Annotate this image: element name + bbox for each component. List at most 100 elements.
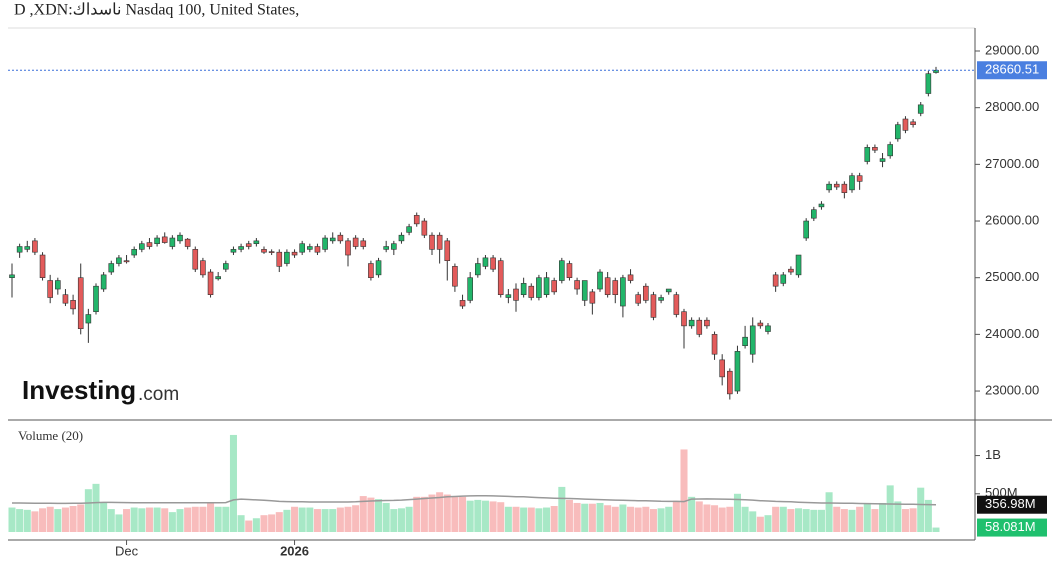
volume-bar <box>856 506 864 532</box>
volume-bar <box>703 504 711 532</box>
candle-body <box>184 238 191 247</box>
volume-bar <box>741 506 749 532</box>
volume-bar <box>367 497 375 532</box>
candle-body <box>413 215 420 225</box>
volume-bar <box>191 506 199 532</box>
candle-body <box>780 274 787 284</box>
candle-body <box>200 260 206 276</box>
candle-body <box>307 246 313 250</box>
volume-bar <box>627 506 635 532</box>
volume-bar <box>390 509 398 532</box>
volume-bar <box>527 507 535 532</box>
volume-bar <box>711 505 719 532</box>
volume-bar <box>168 512 176 532</box>
volume-bar <box>413 496 421 532</box>
candle-body <box>895 124 901 140</box>
volume-bar <box>917 487 925 532</box>
candle-body <box>9 274 15 278</box>
volume-bar <box>100 502 108 532</box>
candle-body <box>749 325 756 355</box>
volume-bar <box>268 514 276 532</box>
candle-body <box>93 285 99 312</box>
volume-bar <box>321 509 329 532</box>
volume-bar <box>749 511 757 532</box>
candle-body <box>207 271 214 295</box>
volume-tag-label: 356.98M <box>985 496 1036 511</box>
volume-tick-label: 1B <box>985 447 1001 462</box>
volume-bar <box>153 507 161 532</box>
candle-body <box>658 297 664 301</box>
volume-bar <box>810 509 818 532</box>
volume-bar <box>352 505 360 532</box>
volume-bar <box>611 506 619 532</box>
volume-bar <box>31 511 39 532</box>
volume-bar <box>459 496 467 532</box>
candle-body <box>161 236 168 243</box>
volume-bar <box>306 507 314 532</box>
y-tick-label: 28000.00 <box>985 99 1039 114</box>
volume-tag <box>977 518 1047 537</box>
volume-bar <box>512 506 520 532</box>
volume-bar <box>138 508 146 532</box>
candle-body <box>459 300 466 307</box>
volume-bar <box>329 509 337 532</box>
volume-bar <box>596 502 604 532</box>
volume-bar <box>237 515 245 532</box>
volume-bar <box>726 506 734 532</box>
volume-bar <box>779 506 787 532</box>
volume-bar <box>795 508 803 532</box>
candle-body <box>543 277 550 295</box>
volume-bar <box>451 496 459 532</box>
candle-body <box>917 104 924 114</box>
volume-bar <box>825 492 833 532</box>
candle-body <box>345 240 351 256</box>
volume-bar <box>199 506 207 532</box>
candle-body <box>284 251 290 264</box>
candle-body <box>818 203 825 208</box>
candle-body <box>734 351 741 392</box>
candle-body <box>490 257 496 270</box>
candle-body <box>482 257 489 267</box>
volume-bar <box>817 509 825 532</box>
candle-body <box>146 242 153 247</box>
candle-body <box>261 249 267 253</box>
candle-body <box>32 240 38 253</box>
volume-bar <box>54 509 62 532</box>
watermark-suffix: .com <box>138 384 179 405</box>
volume-bar <box>298 507 306 532</box>
candle-body <box>85 314 92 324</box>
volume-bar <box>207 502 215 532</box>
candle-body <box>772 274 779 287</box>
candle-body <box>47 280 53 298</box>
volume-bar <box>405 506 413 532</box>
volume-bar <box>688 496 696 532</box>
candle-body <box>566 263 573 278</box>
volume-bar <box>901 509 909 532</box>
volume-bar <box>909 508 917 532</box>
candle-body <box>864 147 871 162</box>
candle-body <box>704 319 710 327</box>
candle-body <box>55 280 61 290</box>
volume-bar <box>871 509 879 532</box>
candle-body <box>604 277 611 295</box>
candle-body <box>329 237 336 242</box>
candle-body <box>314 246 321 253</box>
last-price-tag <box>977 61 1047 80</box>
candle-body <box>513 288 519 301</box>
volume-bar <box>680 449 688 532</box>
volume-bar <box>886 485 894 532</box>
candle-body <box>757 322 764 327</box>
volume-bar <box>145 507 153 532</box>
candle-body <box>841 183 848 193</box>
candle-body <box>100 274 107 290</box>
last-price-label: 28660.51 <box>985 62 1039 77</box>
candle-body <box>475 263 481 276</box>
volume-bar <box>436 492 444 532</box>
candle-body <box>444 240 451 261</box>
volume-bar <box>184 507 192 532</box>
candle-body <box>406 226 412 233</box>
volume-bar <box>46 506 54 532</box>
volume-bar <box>558 486 566 532</box>
volume-bar <box>634 507 642 532</box>
